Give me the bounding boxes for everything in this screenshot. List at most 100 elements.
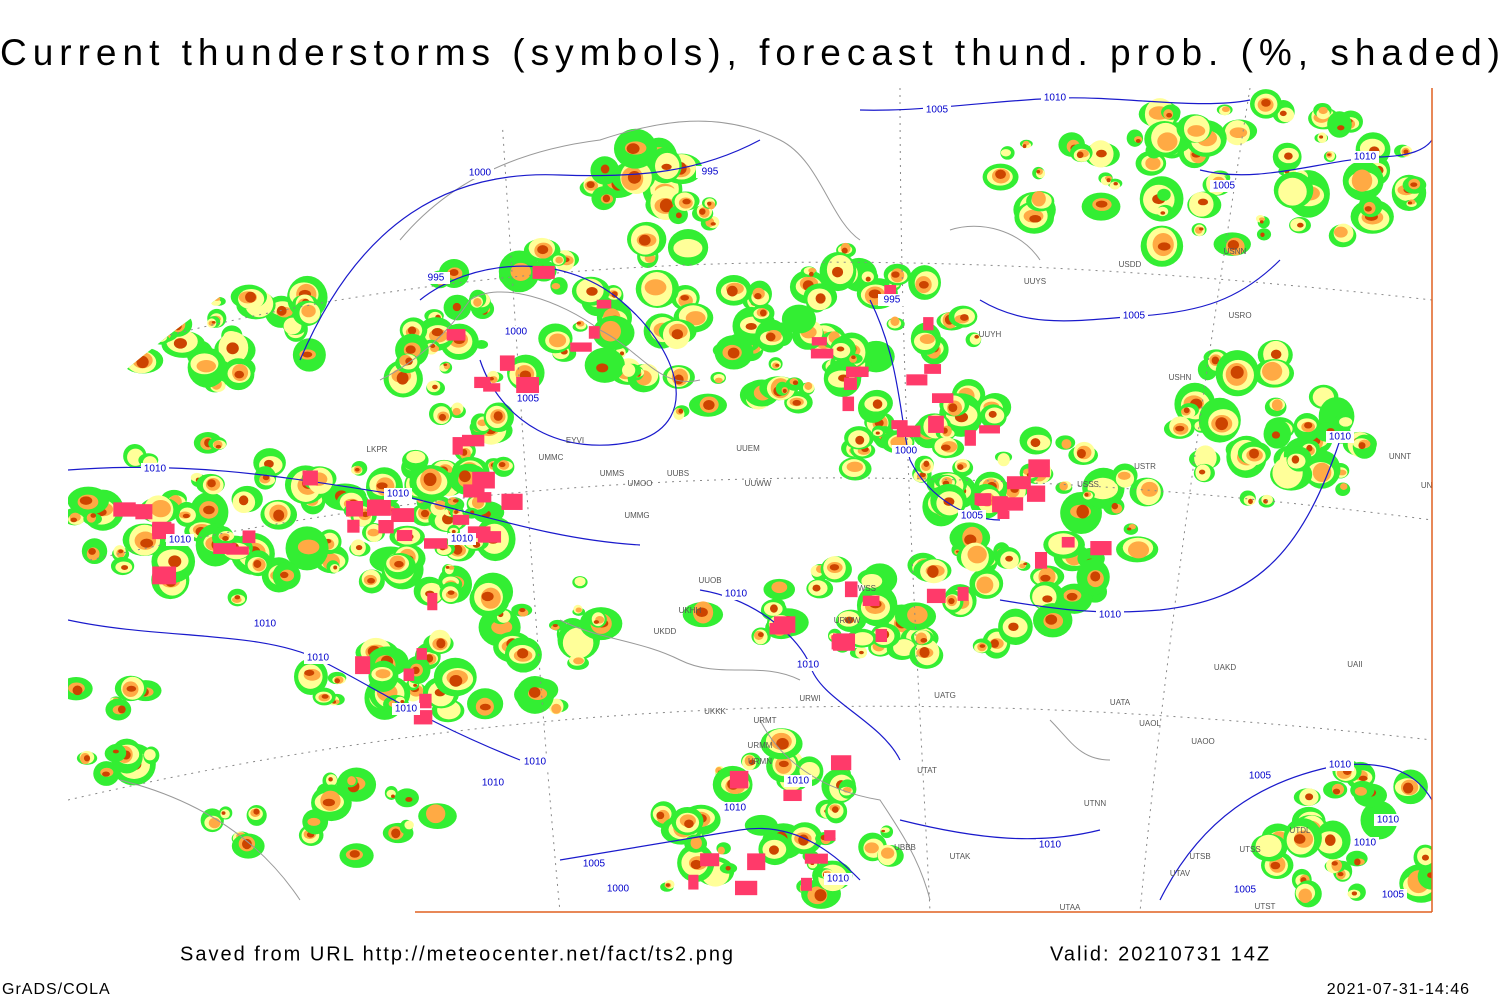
isobar-label: 1000 <box>607 884 630 895</box>
shading-blob <box>1305 793 1314 801</box>
shading-blob <box>307 817 321 826</box>
shading-blob <box>1255 834 1282 857</box>
shading-blob <box>459 470 471 483</box>
station-label: UTAA <box>1060 903 1081 912</box>
shading-blob <box>297 539 320 555</box>
isobar-label-box <box>1379 889 1407 901</box>
thunderstorm-symbol <box>516 376 540 395</box>
thunderstorm-symbol <box>783 789 802 802</box>
isobar-label-box <box>141 463 169 475</box>
isobar-label: 1010 <box>451 534 474 545</box>
isobar-label-box <box>466 167 494 179</box>
shading-blob <box>890 316 900 327</box>
station-label: UTSB <box>1189 852 1210 861</box>
shading-blob <box>105 313 144 339</box>
isobar-label: 1010 <box>725 589 748 600</box>
shading-blob <box>919 471 926 478</box>
shading-blob <box>1421 854 1429 861</box>
thunderstorm-symbol <box>926 588 946 604</box>
shading-blob <box>125 306 155 334</box>
shading-blob <box>234 595 241 600</box>
shading-blob <box>334 678 341 684</box>
shading-blob <box>322 798 335 807</box>
isobar-label-box <box>892 445 920 457</box>
shading-blob <box>792 399 802 406</box>
thunderstorm-symbol <box>152 566 177 585</box>
isobar-label: 1010 <box>387 489 410 500</box>
shading-blob <box>678 408 684 414</box>
station-label: UTNN <box>1084 799 1106 808</box>
shading-blob <box>1157 188 1171 201</box>
shading-blob <box>452 498 459 503</box>
shading-blob <box>814 889 827 902</box>
shading-blob <box>394 560 404 568</box>
shading-blob <box>920 638 928 643</box>
station-label: UWSS <box>852 584 876 593</box>
shading-blob <box>70 517 78 523</box>
shading-blob <box>1351 891 1358 896</box>
shading-blob <box>619 351 625 356</box>
shading-blob <box>555 256 563 264</box>
shading-blob <box>263 459 274 468</box>
shading-blob <box>656 811 665 820</box>
thunderstorm-symbol <box>367 499 391 516</box>
thunderstorm-symbol <box>997 510 1010 519</box>
station-label: URMT <box>753 716 776 725</box>
shading-blob <box>376 482 388 490</box>
shading-blob <box>1031 191 1046 207</box>
shading-blob <box>775 363 780 367</box>
shading-blob <box>1211 356 1220 365</box>
shading-blob <box>407 326 417 335</box>
shading-blob <box>367 577 375 584</box>
shading-blob <box>1306 444 1313 452</box>
isobar-label-box <box>422 272 450 284</box>
shading-blob <box>150 500 171 518</box>
shading-blob <box>234 370 245 379</box>
thunderstorm-symbol <box>452 514 470 525</box>
shading-blob <box>1324 834 1336 846</box>
shading-blob <box>92 285 114 301</box>
shading-blob <box>562 627 594 659</box>
shading-blob <box>770 604 778 613</box>
shading-blob <box>118 549 124 554</box>
thunderstorm-symbol <box>419 693 432 709</box>
shading-blob <box>491 619 513 635</box>
station-label: UATA <box>1110 698 1131 707</box>
shading-blob <box>1339 417 1353 427</box>
thunderstorm-symbol <box>499 355 515 371</box>
isobar-label-box <box>1326 759 1354 771</box>
shading-blob <box>1337 125 1345 131</box>
shading-blob <box>438 413 447 421</box>
shading-blob <box>1271 399 1283 411</box>
shading-blob <box>1297 222 1304 228</box>
shading-blob <box>1157 132 1178 151</box>
shading-blob <box>593 620 600 624</box>
shading-blob <box>1318 106 1328 115</box>
shading-blob <box>699 208 706 215</box>
shading-blob <box>144 749 156 761</box>
thunderstorm-symbol <box>378 520 394 534</box>
shading-blob <box>537 245 549 255</box>
shading-blob <box>151 334 170 345</box>
shading-blob <box>443 363 448 366</box>
shading-blob <box>717 846 725 855</box>
thunderstorm-symbol <box>1004 497 1024 511</box>
thunderstorm-symbol <box>396 530 413 542</box>
shading-blob <box>448 565 455 570</box>
isobar-label: 995 <box>428 273 445 284</box>
shading-blob <box>831 806 839 813</box>
shading-blob <box>333 565 338 570</box>
shading-blob <box>1061 439 1072 449</box>
shading-blob <box>864 842 879 854</box>
station-label: UTSS <box>1239 845 1260 854</box>
isobar-label-box <box>521 756 549 768</box>
shading-blob <box>126 685 137 692</box>
thunderstorm-symbol <box>474 376 491 389</box>
shading-blob <box>974 334 980 339</box>
station-label: UMMS <box>600 469 624 478</box>
shading-blob <box>1262 361 1283 381</box>
thunderstorm-symbol <box>570 342 592 352</box>
shading-blob <box>182 280 190 287</box>
shading-blob <box>90 513 97 518</box>
shading-blob <box>979 644 986 648</box>
